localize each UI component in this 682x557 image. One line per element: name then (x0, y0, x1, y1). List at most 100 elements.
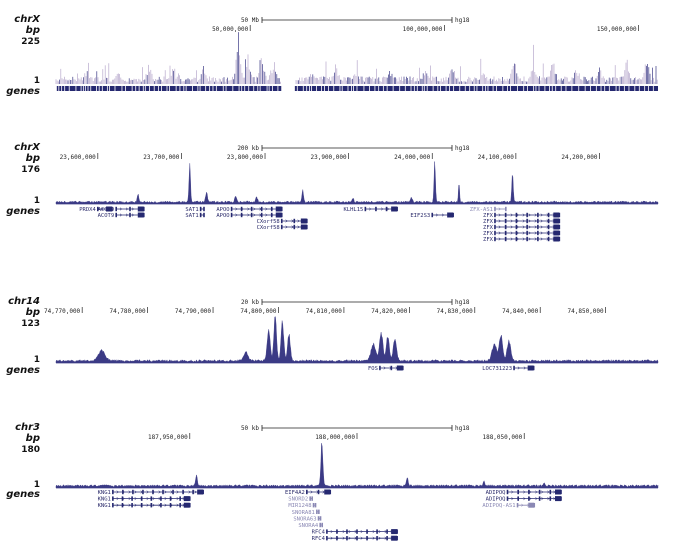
gene-exon (115, 206, 117, 212)
gene-strand-arrow (387, 207, 390, 211)
gene-strand-arrow (510, 231, 513, 235)
gene-model: ZFX (483, 230, 561, 237)
gene-exon (356, 536, 358, 541)
gene-density-gap (138, 86, 140, 91)
gene-strand-arrow (297, 219, 300, 223)
gene-density-gap (551, 86, 553, 91)
gene-model: MIR1248 (288, 503, 317, 509)
gene-exon (537, 224, 539, 230)
gene-density-gap (386, 86, 388, 91)
tick-label: 23,900,000 (311, 154, 348, 161)
gene-exon (515, 230, 518, 236)
gene-strand-arrow (523, 490, 526, 494)
signal-area (55, 161, 659, 205)
gene-exon (192, 489, 194, 495)
tick-label: 50,000,000 (212, 26, 249, 33)
gene-strand-arrow (523, 366, 527, 370)
gene-density-block (294, 86, 658, 91)
gene-exon (346, 529, 348, 534)
gene-density-gap (510, 86, 511, 91)
gene-exon (140, 496, 143, 501)
gene-density-gap (316, 86, 317, 91)
gene-exon (270, 212, 273, 218)
gene-strand-arrow (134, 490, 137, 494)
gene-strand-arrow (534, 219, 537, 223)
gene-exon (188, 496, 191, 501)
gene-exon (112, 503, 114, 508)
gene-density-gap (516, 86, 518, 91)
gene-exon (379, 365, 381, 371)
gene-exon (160, 496, 162, 501)
gene-strand-arrow (540, 219, 543, 223)
gene-exon (555, 496, 562, 502)
gene-density-gap (487, 86, 489, 91)
gene-density-gap (369, 86, 370, 91)
gene-strand-arrow (128, 497, 131, 501)
gene-density-gap (449, 86, 450, 91)
gene-strand-arrow (176, 503, 179, 507)
gene-exon (547, 236, 550, 242)
gene-exon (346, 536, 348, 541)
gene-density-gap (277, 86, 279, 91)
tick-label: 188,000,000 (315, 434, 355, 441)
gene-strand-arrow (534, 231, 537, 235)
gene-model: ZFX-AS1 (470, 206, 507, 213)
gene-density-gap (496, 86, 497, 91)
gene-density-gap (197, 86, 199, 91)
units-label: bp (26, 307, 40, 318)
gene-strand-arrow (360, 530, 363, 534)
gene-exon (326, 529, 328, 534)
gene-density-gap (445, 86, 447, 91)
gene-density-gap (584, 86, 586, 91)
gene-exon (150, 503, 153, 508)
gene-density-gap (549, 86, 550, 91)
gene-exon (356, 529, 358, 534)
gene-strand-arrow (116, 497, 119, 501)
gene-density-gap (356, 86, 358, 91)
tick-label: 74,850,000 (568, 308, 605, 315)
gene-name: ADIPOQ-AS1 (482, 503, 515, 509)
gene-density-gap (538, 86, 540, 91)
gene-density-gap (604, 86, 606, 91)
gene-exon (311, 496, 313, 501)
gene-exon (199, 212, 202, 218)
gene-density-gap (124, 86, 126, 91)
gene-exon (300, 218, 307, 224)
gene-exon (494, 218, 496, 224)
gene-exon (515, 212, 518, 218)
gene-strand-arrow (521, 503, 524, 507)
gene-density-gap (158, 86, 159, 91)
scale-label: 50 Mb (241, 17, 259, 24)
gene-density-gap (432, 86, 434, 91)
gene-exon (555, 489, 562, 495)
gene-name: EIF2S3 (410, 213, 430, 219)
gene-name: FOS (368, 366, 378, 372)
gene-strand-arrow (534, 225, 537, 229)
ymin-label: 1 (34, 480, 40, 490)
gene-density-gap (106, 86, 108, 91)
gene-exon (137, 206, 144, 212)
signal-area (55, 316, 659, 364)
gene-density-gap (590, 86, 591, 91)
assembly-label: hg18 (455, 145, 470, 152)
gene-density-block (56, 86, 282, 91)
gene-density-gap (169, 86, 170, 91)
gene-exon (553, 236, 560, 242)
gene-exon (526, 236, 528, 242)
gene-model: EIF4A2 (285, 489, 332, 496)
gene-strand-arrow (381, 207, 384, 211)
gene-strand-arrow (131, 207, 135, 211)
gene-density-gap (56, 86, 57, 91)
gene-strand-arrow (116, 490, 119, 494)
gene-density-gap (473, 86, 475, 91)
gene-name: ZFX (483, 231, 494, 237)
gene-name: ZFX (483, 237, 494, 243)
gene-name: SNORA4 (298, 523, 319, 529)
units-label: bp (26, 153, 40, 164)
gene-exon (506, 489, 509, 495)
gene-density-gap (96, 86, 97, 91)
gene-exon (131, 496, 133, 501)
gene-density-gap (61, 86, 63, 91)
gene-density-gap (296, 86, 298, 91)
gene-exon (364, 206, 367, 212)
